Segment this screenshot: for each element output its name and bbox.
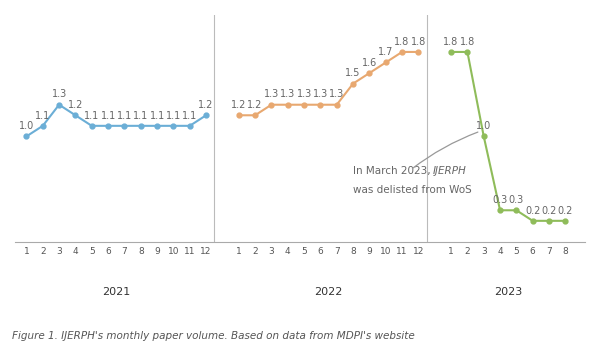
Text: In March 2023,: In March 2023, <box>353 166 434 176</box>
Text: 1.3: 1.3 <box>329 89 344 99</box>
Text: 1.8: 1.8 <box>443 37 458 47</box>
Text: 0.3: 0.3 <box>509 195 524 205</box>
Text: 1.3: 1.3 <box>313 89 328 99</box>
Text: 2023: 2023 <box>494 287 523 297</box>
Text: 1.2: 1.2 <box>199 100 214 110</box>
Text: 1.1: 1.1 <box>35 110 50 120</box>
Text: 0.2: 0.2 <box>558 206 573 216</box>
Text: 1.1: 1.1 <box>84 110 100 120</box>
Text: Figure 1. IJERPH's monthly paper volume. Based on data from MDPI's website: Figure 1. IJERPH's monthly paper volume.… <box>12 331 415 341</box>
Text: 1.1: 1.1 <box>100 110 116 120</box>
Text: 1.0: 1.0 <box>19 121 34 131</box>
Text: 1.1: 1.1 <box>182 110 197 120</box>
Text: 1.8: 1.8 <box>460 37 475 47</box>
Text: 1.1: 1.1 <box>117 110 132 120</box>
Text: 1.8: 1.8 <box>411 37 426 47</box>
Text: 1.7: 1.7 <box>378 47 394 57</box>
Text: 1.2: 1.2 <box>68 100 83 110</box>
Text: was delisted from WoS: was delisted from WoS <box>353 185 472 195</box>
Text: 1.0: 1.0 <box>476 121 491 131</box>
Text: 0.2: 0.2 <box>525 206 541 216</box>
Text: 1.3: 1.3 <box>264 89 279 99</box>
Text: 1.6: 1.6 <box>362 58 377 68</box>
Text: 1.3: 1.3 <box>52 89 67 99</box>
Text: 2022: 2022 <box>314 287 343 297</box>
Text: 1.2: 1.2 <box>247 100 263 110</box>
Text: 1.8: 1.8 <box>394 37 410 47</box>
Text: 1.1: 1.1 <box>149 110 165 120</box>
Text: 1.3: 1.3 <box>296 89 312 99</box>
Text: 1.1: 1.1 <box>166 110 181 120</box>
Text: 1.2: 1.2 <box>231 100 247 110</box>
Text: 1.5: 1.5 <box>346 68 361 78</box>
Text: 1.1: 1.1 <box>133 110 148 120</box>
Text: 1.3: 1.3 <box>280 89 295 99</box>
Text: 2021: 2021 <box>102 287 130 297</box>
Text: 0.3: 0.3 <box>493 195 508 205</box>
Text: IJERPH: IJERPH <box>432 166 466 176</box>
Text: 0.2: 0.2 <box>541 206 557 216</box>
